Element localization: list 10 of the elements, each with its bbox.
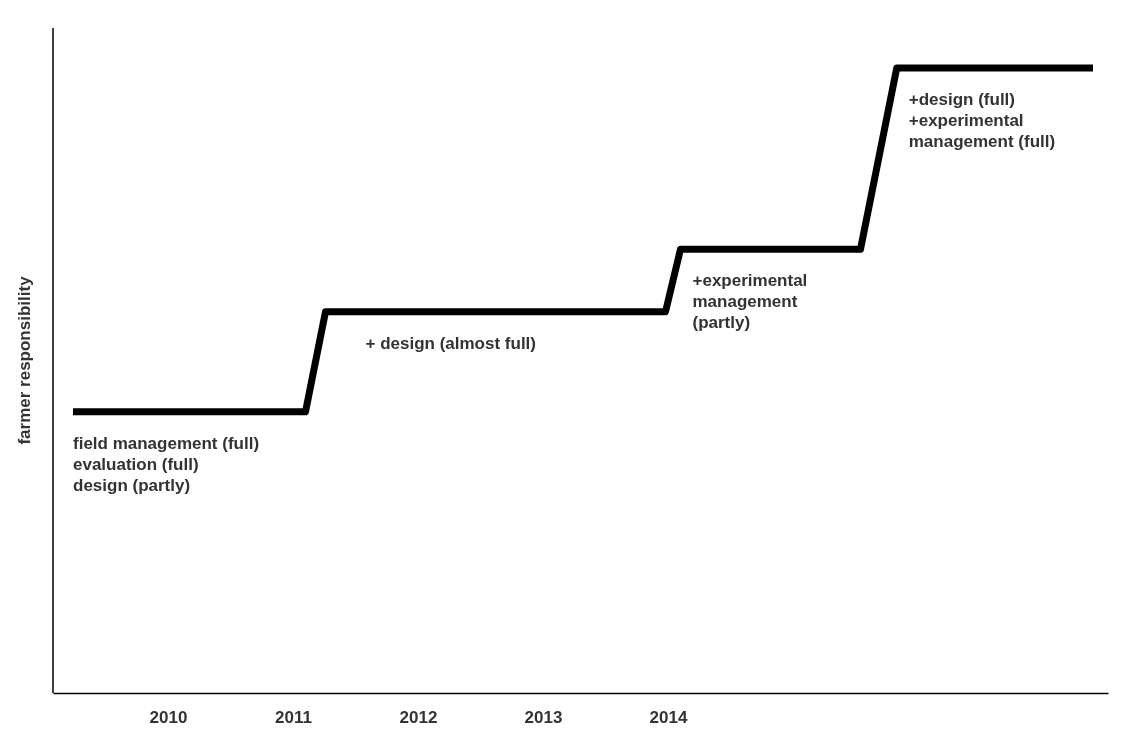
annotation: +design (full) +experimental management (full)	[908, 90, 1056, 151]
x-tick-label: 2011	[275, 708, 312, 728]
x-tick-label: 2012	[399, 708, 438, 728]
annotation: field management (full) evaluation (full) design (partly)	[73, 433, 260, 495]
x-tick-label: 2013	[524, 708, 563, 728]
annotation: + design (almost full)	[365, 333, 536, 353]
annotation: +experimental management (partly)	[692, 271, 808, 333]
y-axis-title: farmer responsibility	[15, 275, 34, 445]
x-tick-label: 2010	[149, 708, 188, 728]
x-tick-label: 2014	[649, 708, 688, 728]
